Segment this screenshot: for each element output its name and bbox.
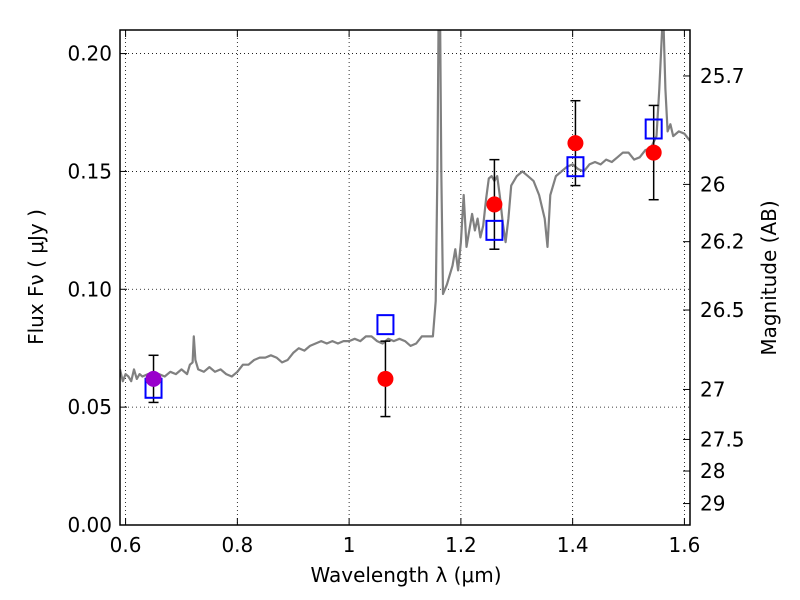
synthetic-flux-square bbox=[485, 219, 504, 241]
x-tick-label: 0.6 bbox=[110, 533, 142, 557]
right-tick-label: 28 bbox=[700, 459, 725, 483]
right-axis-title: Magnitude (AB) bbox=[757, 200, 781, 355]
right-tick-label: 25.7 bbox=[700, 64, 745, 88]
y-tick-label: 0.10 bbox=[67, 277, 112, 301]
gridlines bbox=[120, 30, 690, 526]
x-tick-label: 1.6 bbox=[669, 533, 701, 557]
observed-flux-point bbox=[486, 196, 503, 213]
right-tick-label: 27 bbox=[700, 377, 725, 401]
x-tick-label: 1.2 bbox=[445, 533, 477, 557]
right-tick-label: 26.2 bbox=[700, 230, 745, 254]
right-tick-label: 26.5 bbox=[700, 298, 745, 322]
synthetic-flux-square bbox=[644, 118, 663, 140]
y-tick-label: 0.05 bbox=[67, 395, 112, 419]
x-tick-label: 1 bbox=[343, 533, 356, 557]
observed-flux-point bbox=[145, 370, 162, 387]
y-tick-label: 0.15 bbox=[67, 159, 112, 183]
plot-frame bbox=[119, 29, 691, 526]
observed-flux-point bbox=[567, 135, 584, 152]
y-tick-label: 0.20 bbox=[67, 42, 112, 66]
ticks: 0.6 0.8 1 1.2 1.4 1.6 0.00 0.05 0.10 0.15 0.20 25.7… bbox=[67, 30, 745, 557]
series-layer bbox=[120, 30, 690, 418]
model-spectrum-line bbox=[120, 30, 690, 383]
y-axis-title: Flux Fν ( μJy ) bbox=[24, 209, 48, 345]
synthetic-flux-square bbox=[566, 156, 585, 178]
observed-flux-point bbox=[377, 370, 394, 387]
right-tick-label: 29 bbox=[700, 492, 725, 516]
synthetic-flux-square bbox=[376, 314, 395, 336]
x-tick-label: 1.4 bbox=[557, 533, 589, 557]
right-tick-label: 27.5 bbox=[700, 427, 745, 451]
right-tick-label: 26 bbox=[700, 172, 725, 196]
observed-flux-point bbox=[645, 144, 662, 161]
axes bbox=[119, 29, 691, 526]
y-tick-label: 0.00 bbox=[67, 513, 112, 537]
x-axis-title: Wavelength λ (μm) bbox=[310, 563, 501, 587]
x-tick-label: 0.8 bbox=[221, 533, 253, 557]
